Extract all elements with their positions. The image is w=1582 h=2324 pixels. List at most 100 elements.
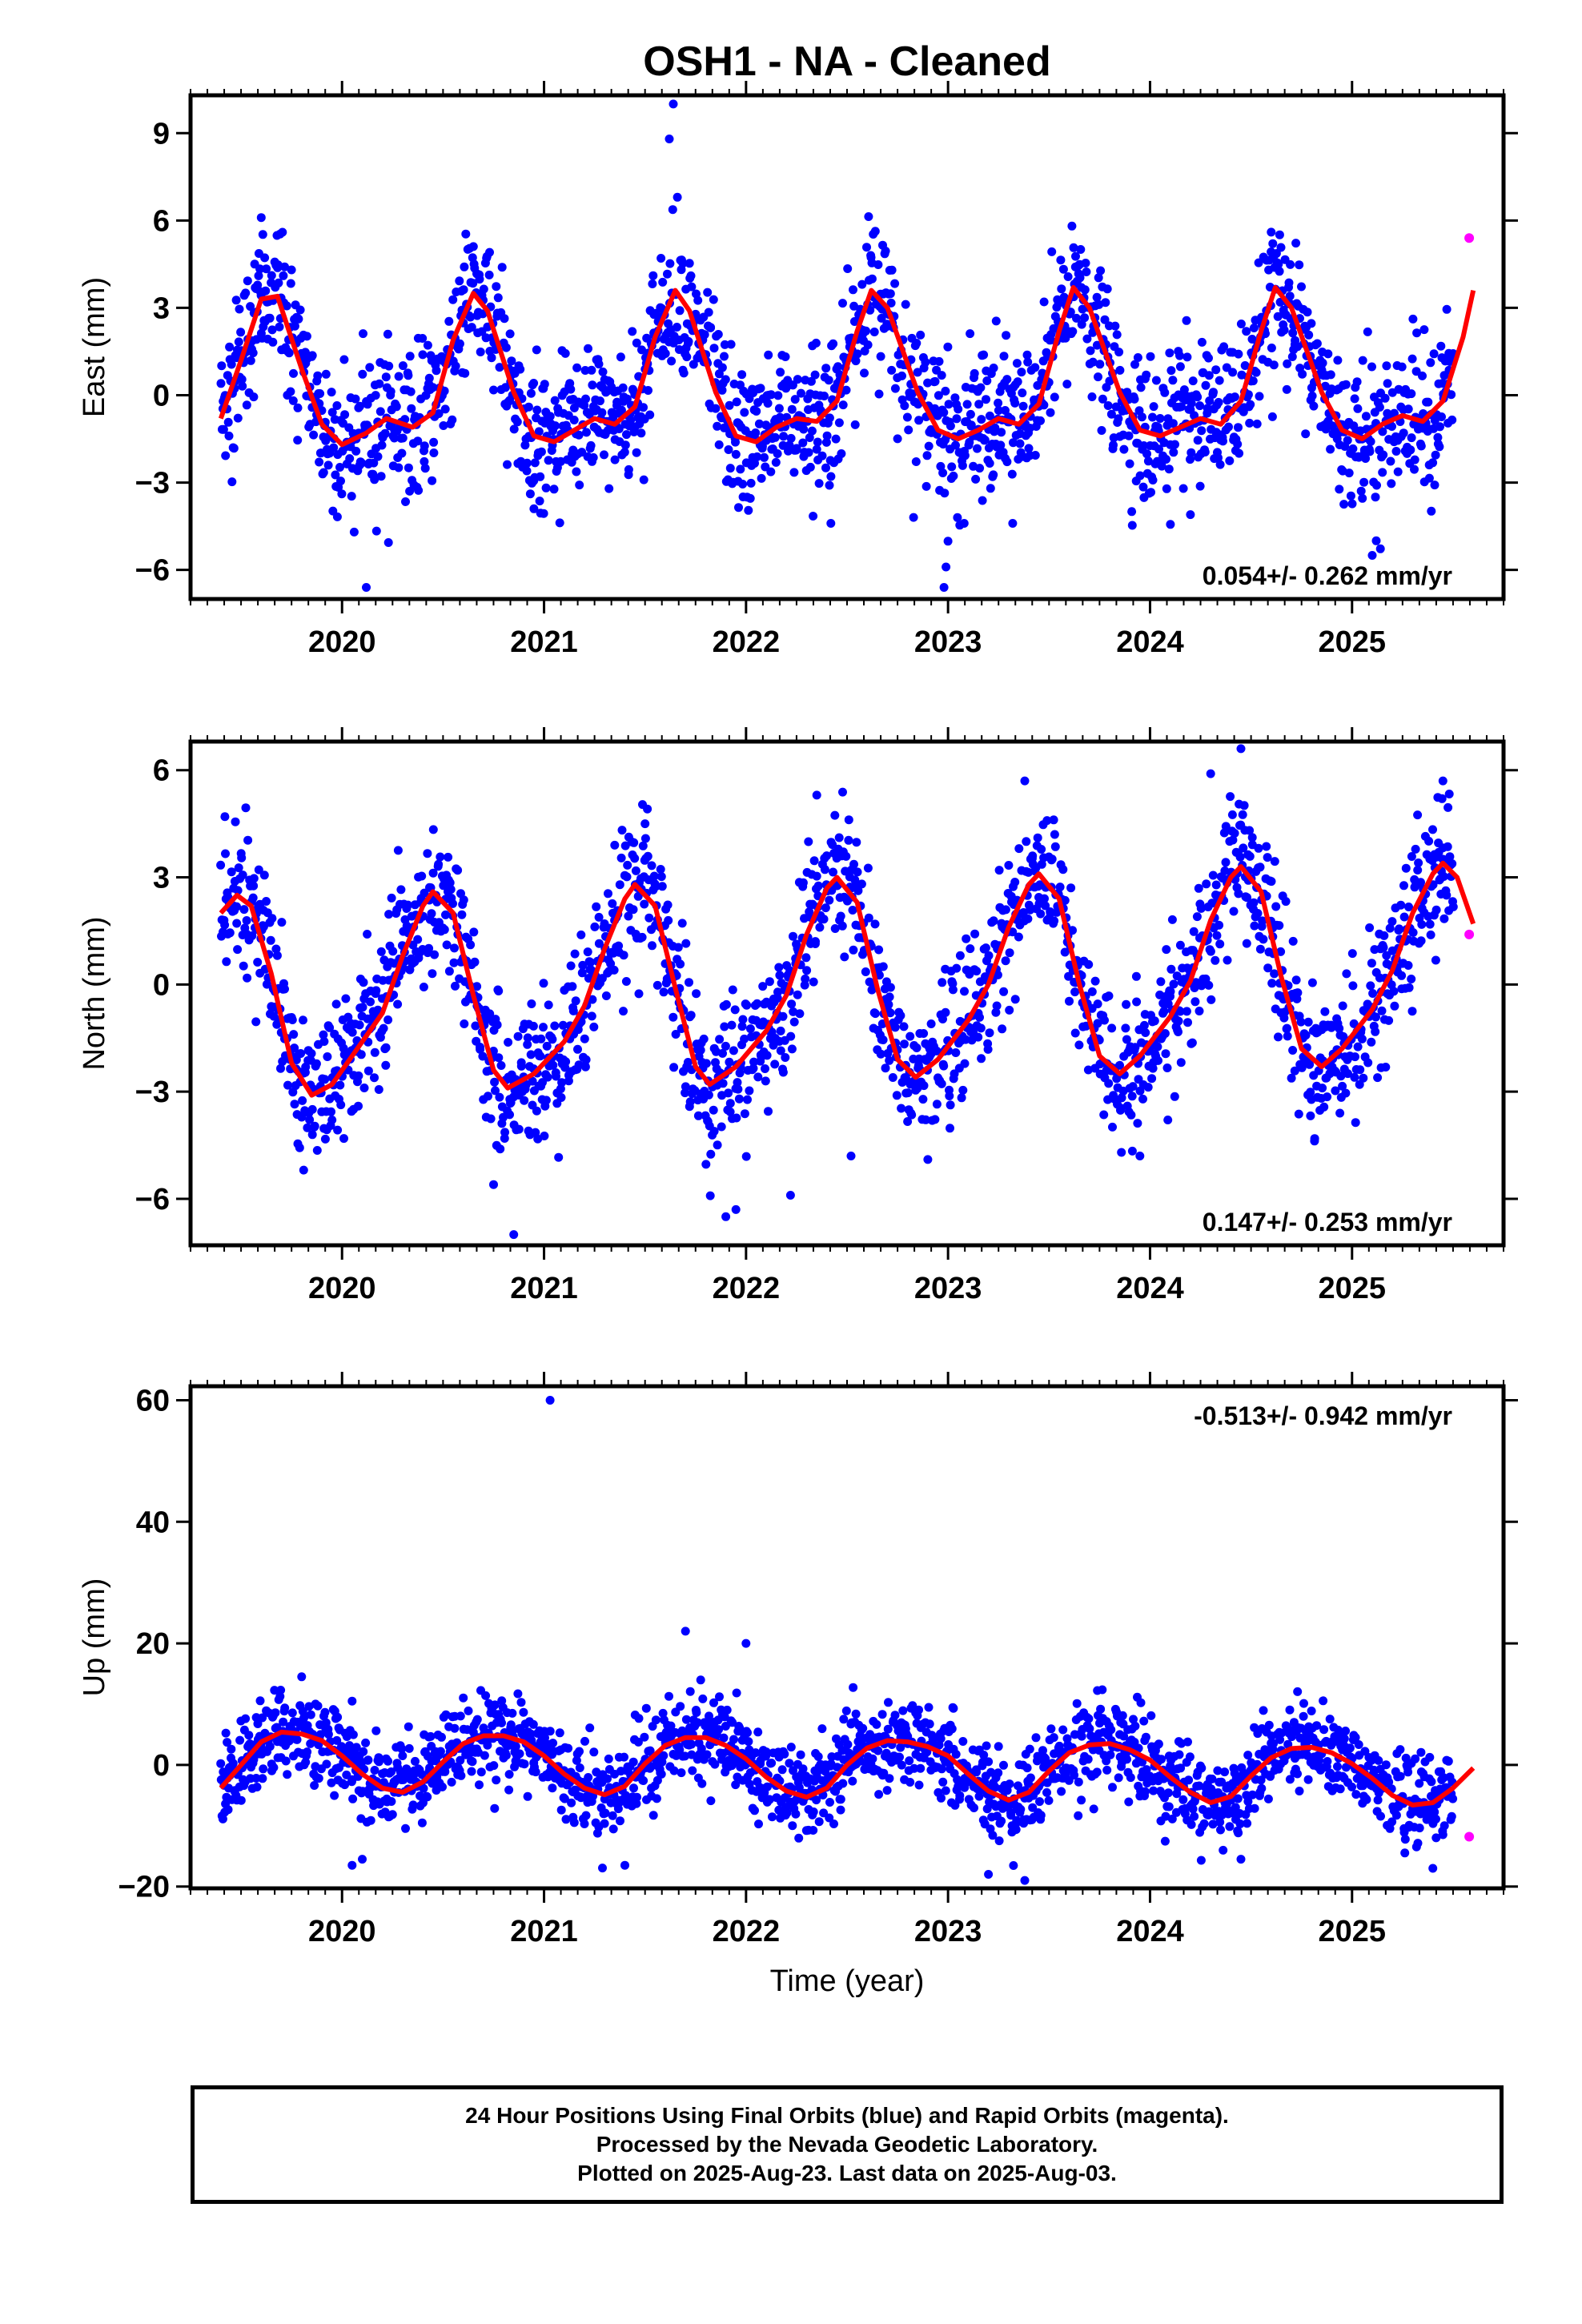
final-orbit-point: [218, 1814, 227, 1823]
final-orbit-point: [1431, 955, 1440, 965]
final-orbit-point: [820, 392, 829, 400]
final-orbit-point: [323, 1730, 333, 1739]
final-orbit-point: [885, 983, 895, 992]
final-orbit-point: [567, 1798, 576, 1807]
final-orbit-point: [325, 1023, 335, 1032]
final-orbit-point: [323, 1052, 332, 1061]
final-orbit-point: [1271, 902, 1281, 911]
final-orbit-point: [1132, 997, 1142, 1007]
final-orbit-point: [724, 1088, 733, 1098]
final-orbit-point: [676, 959, 685, 969]
final-orbit-point: [459, 895, 468, 905]
final-orbit-point: [272, 951, 282, 960]
final-orbit-point: [375, 407, 385, 416]
final-orbit-point: [1094, 273, 1103, 283]
final-orbit-point: [709, 1127, 719, 1136]
final-orbit-point: [1413, 810, 1423, 820]
final-orbit-point: [1211, 955, 1220, 965]
final-orbit-point: [483, 1740, 492, 1750]
final-orbit-point: [907, 1110, 917, 1120]
final-orbit-point: [809, 856, 819, 866]
final-orbit-point: [745, 1024, 755, 1034]
final-orbit-point: [249, 881, 259, 891]
final-orbit-point: [480, 1751, 489, 1760]
final-orbit-point: [561, 1815, 571, 1824]
final-orbit-point: [277, 918, 287, 927]
final-orbit-point: [1112, 1074, 1122, 1084]
final-orbit-point: [239, 961, 248, 971]
final-orbit-point: [219, 424, 228, 434]
final-orbit-point: [1146, 352, 1155, 361]
final-orbit-point: [669, 1063, 679, 1072]
final-orbit-point: [383, 1015, 393, 1024]
final-orbit-point: [1349, 1019, 1359, 1028]
final-orbit-point: [358, 1003, 367, 1012]
final-orbit-point: [921, 481, 931, 491]
final-orbit-point: [1436, 341, 1446, 351]
final-orbit-point: [1164, 464, 1174, 474]
final-orbit-point: [1407, 354, 1417, 364]
final-orbit-point: [864, 212, 873, 221]
final-orbit-point: [1130, 360, 1139, 369]
final-orbit-point: [1293, 988, 1303, 998]
final-orbit-point: [1222, 363, 1231, 372]
final-orbit-point: [1298, 369, 1307, 379]
rapid-orbit-point: [1464, 233, 1475, 243]
final-orbit-point: [789, 931, 797, 941]
final-orbit-point: [1160, 388, 1170, 397]
final-orbit-point: [1004, 861, 1014, 870]
final-orbit-point: [1169, 448, 1178, 457]
final-orbit-point: [330, 1791, 339, 1800]
final-orbit-point: [1046, 408, 1055, 417]
final-orbit-point: [1410, 455, 1419, 464]
final-orbit-point: [536, 1051, 545, 1061]
final-orbit-point: [1166, 964, 1176, 974]
final-orbit-point: [222, 957, 231, 967]
final-orbit-point: [940, 489, 950, 498]
final-orbit-point: [994, 398, 1003, 408]
final-orbit-point: [853, 349, 862, 359]
final-orbit-point: [1169, 979, 1178, 989]
final-orbit-point: [1162, 945, 1171, 955]
final-orbit-point: [828, 840, 837, 850]
final-orbit-point: [460, 262, 469, 271]
final-orbit-point: [1102, 284, 1112, 294]
final-orbit-point: [307, 351, 317, 360]
final-orbit-point: [986, 484, 995, 493]
final-orbit-point: [494, 1053, 504, 1063]
final-orbit-point: [1014, 844, 1024, 854]
final-orbit-point: [709, 344, 719, 353]
final-orbit-point: [404, 1722, 413, 1731]
final-orbit-point: [665, 259, 675, 268]
final-orbit-point: [390, 433, 399, 443]
final-orbit-point: [584, 1773, 593, 1782]
final-orbit-point: [530, 458, 540, 468]
final-orbit-point: [1175, 351, 1184, 360]
final-orbit-point: [348, 1730, 358, 1739]
final-orbit-point: [418, 350, 428, 360]
final-orbit-point: [812, 871, 821, 881]
final-orbit-point: [1275, 267, 1284, 276]
final-orbit-point: [1211, 880, 1221, 890]
final-orbit-point: [449, 958, 459, 967]
final-orbit-point: [313, 1701, 323, 1711]
final-orbit-point: [1335, 485, 1344, 494]
final-orbit-point: [522, 458, 532, 468]
final-orbit-point: [286, 279, 295, 288]
final-orbit-point: [812, 790, 821, 800]
final-orbit-point: [1288, 1046, 1298, 1055]
final-orbit-point: [1092, 340, 1102, 350]
final-orbit-point: [1122, 388, 1132, 397]
final-orbit-point: [1204, 371, 1214, 380]
final-orbit-point: [861, 326, 870, 336]
final-orbit-point: [501, 1751, 511, 1760]
final-orbit-point: [1312, 339, 1322, 348]
final-orbit-point: [448, 899, 457, 908]
final-orbit-point: [232, 902, 241, 911]
final-orbit-point: [770, 432, 780, 442]
final-orbit-point: [1196, 903, 1206, 913]
final-orbit-point: [838, 299, 847, 308]
final-orbit-point: [1263, 963, 1273, 973]
final-orbit-point: [539, 509, 548, 518]
final-orbit-point: [374, 1085, 383, 1094]
